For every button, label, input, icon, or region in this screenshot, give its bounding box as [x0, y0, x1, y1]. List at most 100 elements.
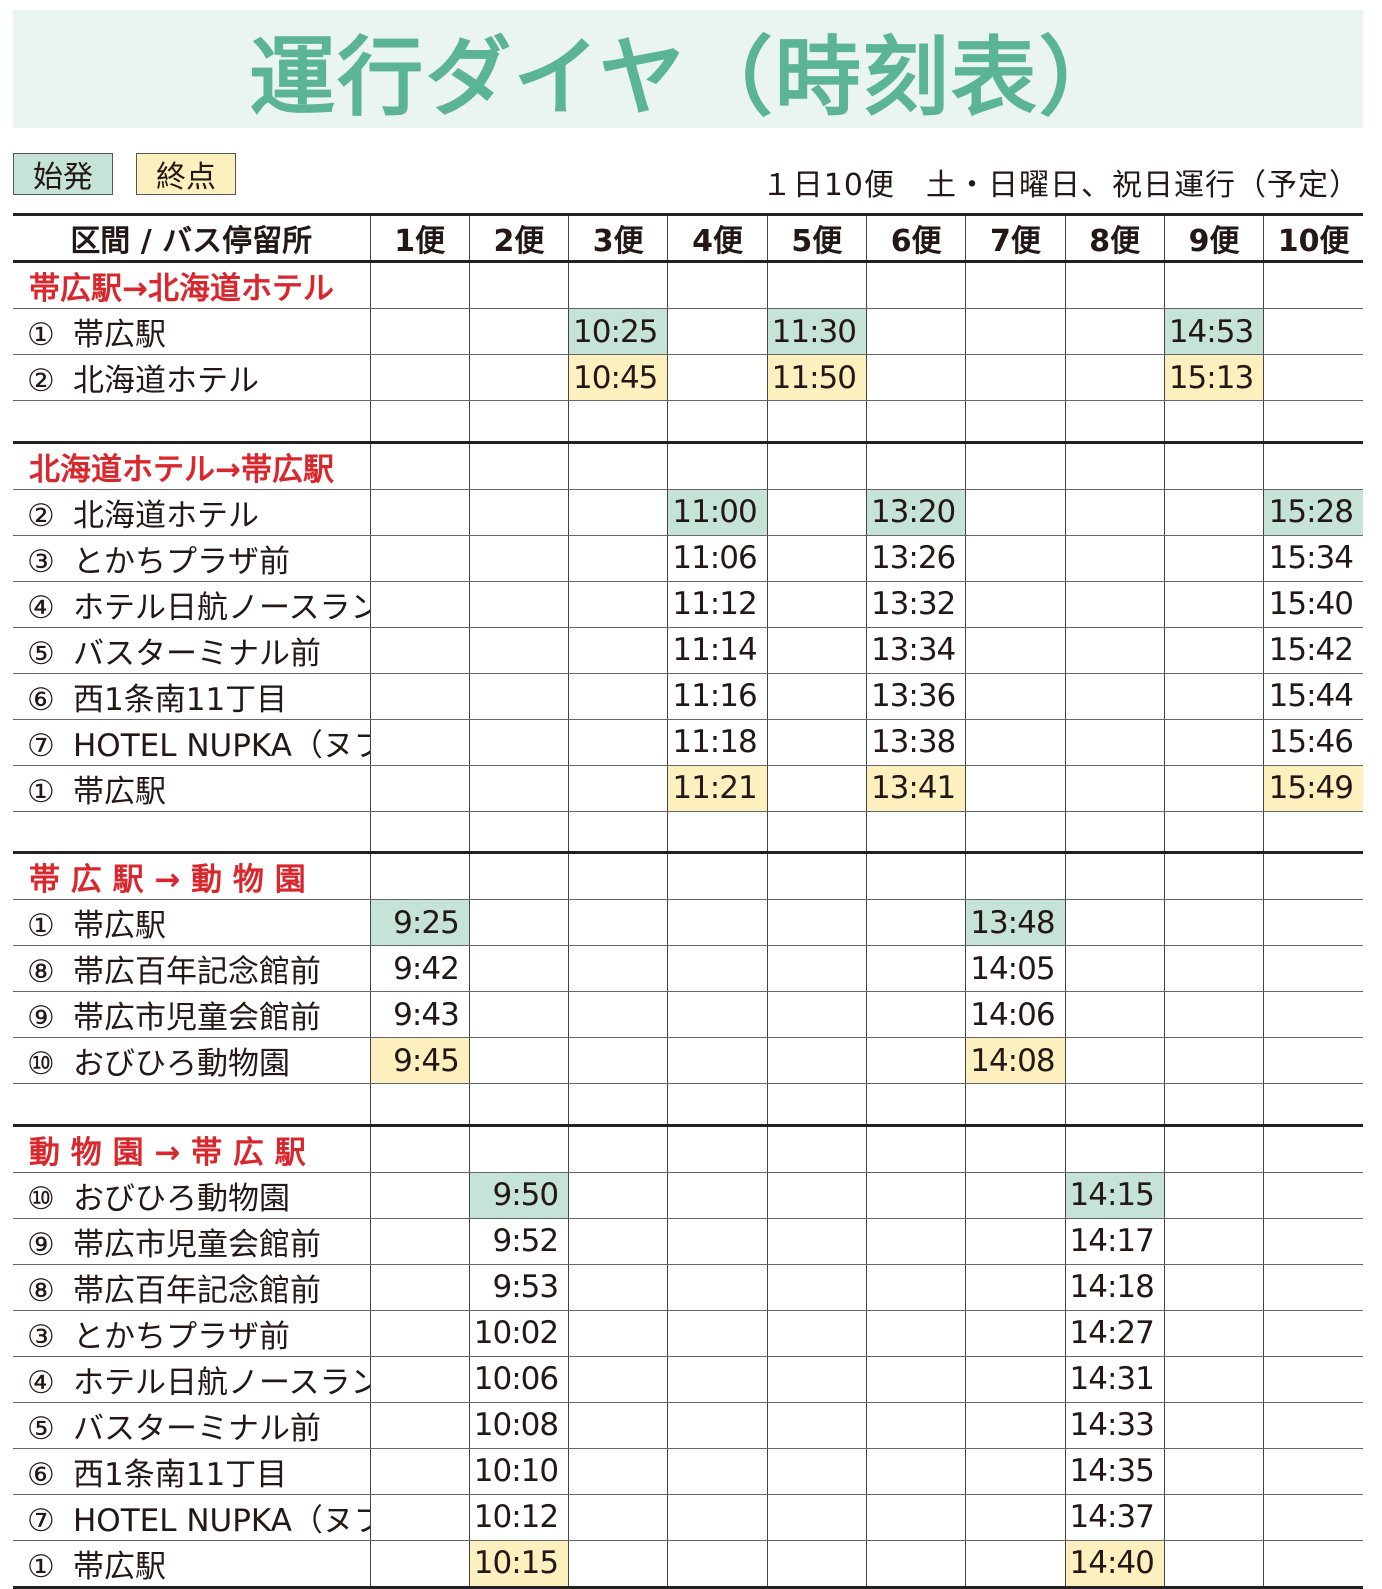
- time-cell: [1263, 1540, 1363, 1589]
- time-cell: [1064, 673, 1165, 720]
- stop-name-cell: ⑦ HOTEL NUPKA（ヌプカ）前: [13, 719, 370, 766]
- time-cell: [965, 673, 1066, 720]
- time-cell: [965, 581, 1066, 628]
- time-cell: 10:06: [468, 1356, 569, 1403]
- stop-name-cell: ④ ホテル日航ノースランド: [13, 1356, 370, 1403]
- stop-name-cell: ③ とかちプラザ前: [13, 535, 370, 582]
- stop-number: ①: [27, 1548, 55, 1585]
- stop-name: HOTEL NUPKA（ヌプカ）前: [73, 727, 370, 764]
- stop-name-cell: ⑨ 帯広市児童会館前: [13, 991, 370, 1039]
- time-cell: 13:32: [865, 581, 966, 628]
- empty-cell: [13, 400, 370, 443]
- time-cell: 13:20: [865, 489, 966, 536]
- empty-cell: [369, 1123, 470, 1173]
- empty-cell: [1163, 1123, 1264, 1173]
- empty-cell: [766, 261, 867, 309]
- time-cell: [369, 581, 470, 628]
- time-cell: [965, 1264, 1066, 1311]
- time-cell: [568, 719, 668, 766]
- time-cell: [766, 1037, 867, 1085]
- time-cell: [1163, 1402, 1264, 1449]
- stop-name: 西1条南11丁目: [73, 681, 288, 718]
- time-cell: [568, 1540, 668, 1589]
- empty-cell: [965, 811, 1066, 854]
- time-cell: [369, 1172, 470, 1219]
- time-cell: [667, 1540, 768, 1589]
- time-cell: 13:41: [865, 765, 966, 812]
- time-cell: 13:36: [865, 673, 966, 720]
- stop-name-cell: ① 帯広駅: [13, 899, 370, 947]
- time-cell: [766, 1402, 867, 1449]
- empty-cell: [1263, 440, 1363, 490]
- time-cell: [965, 1218, 1066, 1265]
- table-row: ① 帯広駅 10:15 14:40: [13, 1540, 1363, 1589]
- section-header-row: 帯広駅→北海道ホテル: [13, 261, 1363, 309]
- column-header-trip: 1便: [369, 213, 470, 263]
- empty-cell: [568, 851, 668, 901]
- empty-cell: [468, 400, 569, 443]
- time-cell: [568, 673, 668, 720]
- stop-name-cell: ⑥ 西1条南11丁目: [13, 1448, 370, 1495]
- time-cell: [766, 991, 867, 1039]
- time-cell: [369, 1402, 470, 1449]
- stop-number: ⑩: [27, 1180, 55, 1217]
- time-cell: [667, 1448, 768, 1495]
- time-cell: [1263, 1494, 1363, 1541]
- stop-number: ④: [27, 1364, 55, 1401]
- section-title: 帯広駅→北海道ホテル: [13, 261, 370, 309]
- empty-cell: [965, 1083, 1066, 1126]
- time-cell: [1163, 945, 1264, 993]
- stop-number: ②: [27, 363, 55, 399]
- time-cell: [766, 1494, 867, 1541]
- table-row: ⑧ 帯広百年記念館前 9:53 14:18: [13, 1264, 1363, 1311]
- column-header-trip: 4便: [667, 213, 768, 263]
- time-cell: [865, 991, 966, 1039]
- time-cell: [865, 1310, 966, 1357]
- stop-name: 北海道ホテル: [73, 363, 259, 399]
- time-cell: [468, 1037, 569, 1085]
- time-cell: [468, 719, 569, 766]
- stop-number: ⑩: [27, 1046, 55, 1083]
- empty-cell: [1163, 811, 1264, 854]
- section-header-row: 動 物 園 → 帯 広 駅: [13, 1123, 1363, 1173]
- stop-name-cell: ① 帯広駅: [13, 308, 370, 355]
- time-cell: 14:18: [1064, 1264, 1165, 1311]
- time-cell: [369, 1264, 470, 1311]
- time-cell: [1163, 1264, 1264, 1311]
- time-cell: [965, 1540, 1066, 1589]
- stop-name-cell: ⑩ おびひろ動物園: [13, 1037, 370, 1085]
- empty-cell: [369, 1083, 470, 1126]
- empty-cell: [865, 261, 966, 309]
- empty-cell: [369, 851, 470, 901]
- time-cell: [568, 1218, 668, 1265]
- time-cell: [369, 535, 470, 582]
- time-cell: [568, 765, 668, 812]
- time-cell: 15:13: [1163, 354, 1264, 401]
- time-cell: 14:37: [1064, 1494, 1165, 1541]
- time-cell: [1263, 899, 1363, 947]
- table-row: ④ ホテル日航ノースランド 11:12 13:32 15:40: [13, 581, 1363, 628]
- empty-cell: [965, 1123, 1066, 1173]
- stop-number: ⑥: [27, 1456, 55, 1493]
- time-cell: 13:34: [865, 627, 966, 674]
- section-header-row: 北海道ホテル→帯広駅: [13, 440, 1363, 490]
- empty-cell: [369, 400, 470, 443]
- time-cell: [667, 1218, 768, 1265]
- time-cell: 11:50: [766, 354, 867, 401]
- time-cell: [369, 719, 470, 766]
- time-cell: [1263, 1218, 1363, 1265]
- time-cell: 14:27: [1064, 1310, 1165, 1357]
- time-cell: [468, 308, 569, 355]
- stop-name: とかちプラザ前: [73, 1318, 290, 1355]
- time-cell: [1263, 1037, 1363, 1085]
- section-title: 帯 広 駅 → 動 物 園: [13, 851, 370, 901]
- time-cell: 9:43: [369, 991, 470, 1039]
- empty-cell: [568, 1123, 668, 1173]
- stop-name-cell: ① 帯広駅: [13, 1540, 370, 1589]
- time-cell: [965, 354, 1066, 401]
- time-cell: [1064, 719, 1165, 766]
- stop-name: バスターミナル前: [73, 1410, 321, 1447]
- time-cell: 14:40: [1064, 1540, 1165, 1589]
- stop-name: とかちプラザ前: [73, 543, 290, 580]
- stop-name: HOTEL NUPKA（ヌプカ）前: [73, 1502, 370, 1539]
